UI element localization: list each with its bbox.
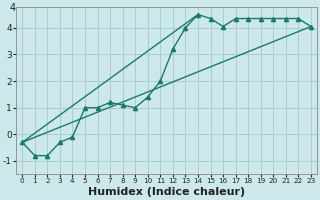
Text: 4: 4 <box>10 3 16 13</box>
X-axis label: Humidex (Indice chaleur): Humidex (Indice chaleur) <box>88 187 245 197</box>
